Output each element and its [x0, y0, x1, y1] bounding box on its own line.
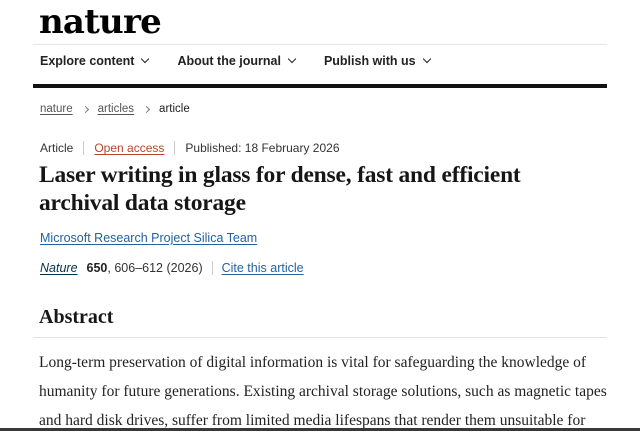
published-date-label: Published: 18 February 2026	[185, 141, 340, 155]
nav-about-the-journal-label: About the journal	[177, 54, 281, 68]
chevron-right-icon	[81, 105, 89, 113]
article-meta-row: Article Open access Published: 18 Februa…	[40, 141, 340, 155]
article-title: Laser writing in glass for dense, fast a…	[39, 161, 521, 217]
author-row: Microsoft Research Project Silica Team	[40, 231, 257, 245]
meta-separator	[174, 141, 176, 155]
main-nav: Explore content About the journal Publis…	[40, 54, 431, 68]
nav-explore-content-label: Explore content	[40, 54, 135, 68]
open-access-link[interactable]: Open access	[94, 141, 165, 155]
nature-logo[interactable]: nature	[39, 2, 162, 42]
chevron-down-icon	[141, 54, 150, 64]
nav-about-the-journal[interactable]: About the journal	[177, 54, 297, 68]
chevron-down-icon	[422, 54, 431, 64]
abstract-paragraph: Long-term preservation of digital inform…	[39, 348, 614, 435]
frame-bottom-edge	[0, 428, 640, 431]
authors-link[interactable]: Microsoft Research Project Silica Team	[40, 231, 258, 245]
nav-explore-content[interactable]: Explore content	[40, 54, 150, 68]
breadcrumb: nature articles article	[40, 103, 190, 115]
citation-pages: , 606–612 (2026)	[107, 261, 203, 275]
article-type-label: Article	[40, 141, 74, 155]
citation-separator	[211, 261, 213, 275]
article-title-line-2: archival data storage	[39, 190, 246, 216]
cite-this-article-link[interactable]: Cite this article	[221, 261, 304, 275]
nav-publish-with-us[interactable]: Publish with us	[323, 54, 431, 68]
nav-publish-with-us-label: Publish with us	[323, 54, 416, 68]
citation-volume: 650	[86, 261, 108, 275]
chevron-down-icon	[287, 54, 297, 64]
article-title-line-1: Laser writing in glass for dense, fast a…	[39, 162, 521, 188]
chevron-right-icon	[143, 105, 151, 113]
abstract-line-1: Long-term preservation of digital inform…	[39, 354, 587, 371]
breadcrumb-current-article: article	[159, 103, 190, 115]
nav-bottom-bar	[33, 84, 607, 88]
header-divider	[33, 44, 607, 45]
citation-volume-pages: 650, 606–612 (2026)	[87, 261, 203, 275]
breadcrumb-link-articles[interactable]: articles	[97, 103, 135, 115]
breadcrumb-link-nature[interactable]: nature	[40, 103, 73, 115]
abstract-line-3: and hard disk drives, suffer from limite…	[39, 412, 586, 429]
abstract-divider	[33, 337, 607, 338]
abstract-line-2: humanity for future generations. Existin…	[39, 383, 607, 400]
journal-link[interactable]: Nature	[40, 261, 78, 275]
meta-separator	[83, 141, 85, 155]
abstract-heading: Abstract	[39, 306, 114, 328]
citation-row: Nature 650, 606–612 (2026) Cite this art…	[40, 261, 304, 275]
